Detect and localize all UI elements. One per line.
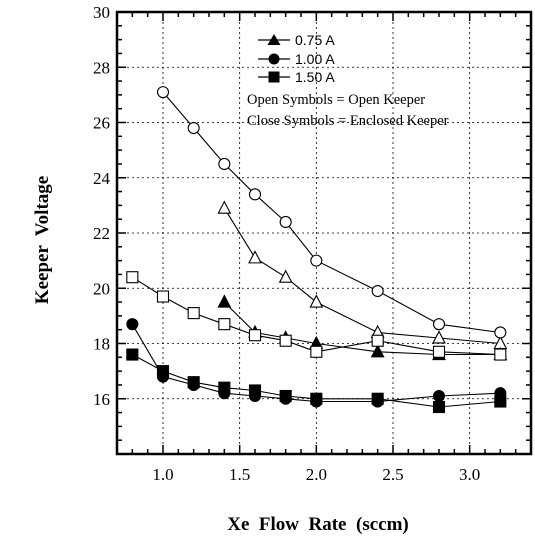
x-tick-label: 1.5 bbox=[229, 465, 250, 484]
legend-triangle-marker bbox=[267, 34, 281, 45]
data-point-square bbox=[156, 365, 170, 378]
data-point-circle bbox=[218, 157, 231, 170]
series-line bbox=[223, 301, 501, 356]
legend-item-2: 1.50 A bbox=[258, 69, 335, 85]
series-150A-enclosed bbox=[126, 348, 507, 414]
series-line bbox=[223, 207, 501, 345]
x-tick-label: 1.0 bbox=[152, 465, 173, 484]
x-axis-title: Xe Flow Rate (sccm) bbox=[227, 514, 408, 535]
data-point-square bbox=[494, 395, 507, 408]
x-tick-label: 2.0 bbox=[306, 465, 327, 484]
data-point-circle bbox=[248, 188, 262, 201]
y-tick-label: 22 bbox=[93, 224, 110, 243]
legend-label-0: 0.75 A bbox=[295, 32, 335, 48]
data-point-circle bbox=[310, 254, 323, 267]
series-075A-open bbox=[217, 200, 508, 350]
y-axis-title: Keeper Voltage bbox=[32, 176, 53, 304]
data-point-square bbox=[156, 290, 170, 303]
y-tick-label: 16 bbox=[93, 390, 110, 409]
legend-item-0: 0.75 A bbox=[258, 32, 335, 48]
data-point-square bbox=[432, 400, 446, 414]
data-point-square bbox=[371, 334, 384, 347]
data-point-square bbox=[218, 318, 231, 331]
y-tick-label: 24 bbox=[93, 169, 111, 188]
data-point-square bbox=[248, 329, 262, 342]
y-tick-label: 18 bbox=[93, 335, 110, 354]
y-tick-label: 26 bbox=[93, 114, 110, 133]
data-point-triangle bbox=[432, 330, 446, 344]
series-line bbox=[132, 354, 501, 408]
series-150A-open bbox=[126, 271, 507, 361]
series-layer bbox=[126, 86, 508, 414]
data-point-triangle bbox=[309, 294, 324, 308]
legend-note-enclosed: Close Symbols = Enclosed Keeper bbox=[247, 113, 449, 129]
legend-circle-marker bbox=[268, 53, 280, 65]
data-point-circle bbox=[156, 86, 170, 99]
x-tick-label: 2.5 bbox=[382, 465, 403, 484]
data-point-circle bbox=[432, 318, 446, 331]
legend-square-marker bbox=[268, 71, 280, 83]
data-point-circle bbox=[279, 215, 292, 228]
data-point-square bbox=[126, 271, 139, 284]
data-point-triangle bbox=[217, 294, 232, 308]
data-point-square bbox=[371, 392, 384, 405]
data-point-circle bbox=[432, 389, 446, 403]
legend: 0.75 A 1.00 A 1.50 A Open Symbols = Open… bbox=[247, 32, 449, 129]
y-tick-label: 28 bbox=[93, 58, 110, 77]
tick-labels: 1.0 1.5 2.0 2.5 3.0 16 18 20 22 24 26 28 30 bbox=[93, 3, 480, 484]
data-point-square bbox=[126, 348, 139, 361]
y-tick-label: 30 bbox=[93, 3, 110, 22]
data-point-circle bbox=[187, 121, 200, 135]
data-point-square bbox=[279, 334, 292, 347]
series-100A-open bbox=[156, 86, 507, 339]
data-point-square bbox=[494, 348, 507, 361]
data-point-triangle bbox=[248, 250, 262, 264]
legend-label-2: 1.50 A bbox=[295, 69, 335, 85]
y-tick-label: 20 bbox=[93, 279, 110, 298]
legend-label-1: 1.00 A bbox=[295, 51, 335, 67]
data-point-circle bbox=[494, 326, 507, 339]
series-line bbox=[132, 276, 501, 356]
data-point-square bbox=[432, 345, 446, 358]
data-point-square bbox=[218, 381, 231, 394]
data-point-square bbox=[310, 392, 323, 405]
data-point-square bbox=[310, 345, 323, 358]
legend-item-1: 1.00 A bbox=[258, 51, 335, 67]
x-tick-label: 3.0 bbox=[459, 465, 480, 484]
plot-frame bbox=[115, 10, 533, 456]
data-point-triangle bbox=[278, 269, 293, 283]
data-point-square bbox=[187, 376, 200, 389]
data-point-circle bbox=[371, 284, 384, 298]
data-point-circle bbox=[126, 318, 139, 331]
data-point-square bbox=[248, 384, 262, 397]
data-point-triangle bbox=[217, 200, 232, 214]
data-point-square bbox=[279, 389, 292, 403]
series-line bbox=[131, 323, 501, 403]
data-point-square bbox=[187, 307, 200, 320]
data-point-triangle bbox=[370, 344, 385, 358]
legend-note-open: Open Symbols = Open Keeper bbox=[247, 92, 425, 108]
